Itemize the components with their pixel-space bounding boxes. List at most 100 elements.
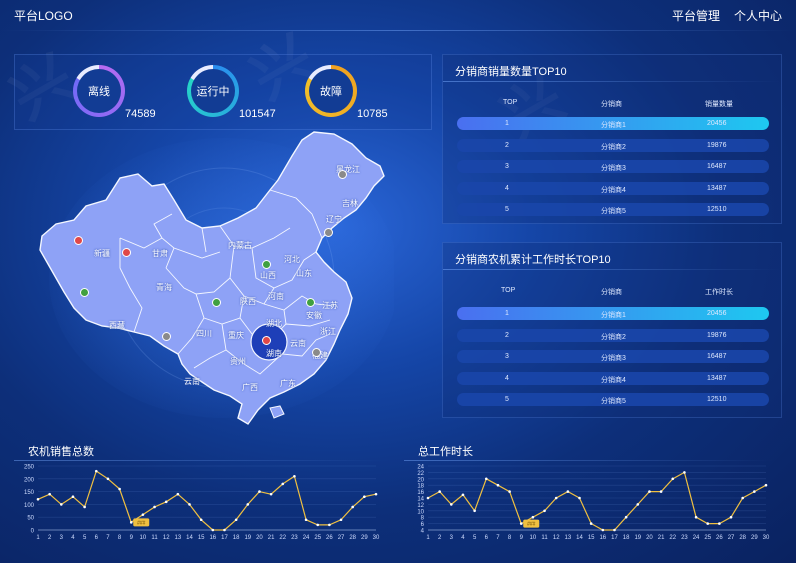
x-tick-label: 14 (576, 535, 583, 541)
gauge-running-value: 101547 (239, 108, 276, 120)
table-row[interactable]: 3 分销商3 16487 (457, 160, 769, 173)
data-point (566, 490, 570, 493)
data-point (118, 487, 121, 491)
x-tick-label: 3 (450, 535, 454, 541)
hainan-island (269, 405, 285, 419)
row-distributor: 分销商3 (601, 165, 626, 172)
data-point (648, 490, 651, 493)
row-value: 19876 (707, 141, 727, 149)
device-marker-icon[interactable] (262, 336, 271, 345)
x-tick-label: 20 (646, 535, 653, 541)
x-tick-label: 15 (588, 535, 595, 541)
x-tick-label: 19 (244, 535, 251, 541)
nav-platform-management[interactable]: 平台管理 (671, 9, 720, 23)
device-marker-icon[interactable] (324, 228, 333, 237)
table-row[interactable]: 5 分销商5 12510 (457, 203, 769, 216)
gauge-fault-label: 故障 (309, 69, 353, 113)
x-tick-label: 1 (426, 535, 430, 541)
data-point (36, 497, 40, 501)
y-tick-label: 12 (417, 503, 424, 509)
table-row[interactable]: 2 分销商2 19876 (457, 138, 769, 152)
data-point (199, 518, 203, 522)
series-line (427, 471, 767, 531)
y-tick-label: 150 (24, 490, 35, 496)
data-point (741, 496, 744, 500)
table-row[interactable]: 4 分销商4 13487 (457, 371, 769, 385)
device-marker-icon[interactable] (122, 248, 131, 257)
device-marker-icon[interactable] (262, 260, 271, 269)
x-tick-label: 5 (83, 535, 87, 541)
table-row[interactable]: 2 分销商2 19876 (457, 328, 769, 342)
device-marker-icon[interactable] (312, 348, 321, 357)
x-tick-label: 25 (314, 535, 321, 541)
x-tick-label: 2 (438, 535, 442, 541)
nav-personal-center[interactable]: 个人中心 (733, 9, 782, 23)
table-row[interactable]: 1 分销商1 20456 (457, 307, 769, 320)
table-row[interactable]: 4 分销商4 13487 (457, 181, 769, 195)
province-label: 云南 (184, 377, 200, 386)
row-rank: 1 (505, 120, 509, 127)
x-tick-label: 28 (349, 535, 356, 541)
province-label: 黑龙江 (336, 165, 360, 174)
x-tick-label: 26 (716, 535, 723, 541)
data-point (141, 513, 145, 516)
x-tick-label: 8 (508, 535, 512, 541)
x-tick-label: 24 (693, 535, 700, 541)
data-point (426, 496, 430, 500)
data-point (234, 518, 238, 522)
data-point (624, 515, 628, 519)
x-tick-label: 21 (658, 535, 665, 541)
y-tick-label: 24 (417, 465, 424, 471)
device-marker-icon[interactable] (74, 236, 83, 245)
data-point (246, 503, 250, 506)
y-tick-label: 4 (421, 529, 425, 535)
device-marker-icon[interactable] (212, 298, 221, 307)
table-row[interactable]: 5 分销商5 12510 (457, 393, 769, 406)
platform-logo: 平台LOGO (14, 9, 73, 23)
province-label: 内蒙古 (228, 241, 252, 250)
data-point (694, 515, 698, 519)
province-label: 安徽 (306, 311, 322, 320)
device-marker-icon[interactable] (162, 332, 171, 341)
province-label: 四川 (196, 329, 212, 338)
row-distributor: 分销商1 (601, 312, 626, 319)
data-point (554, 496, 558, 500)
gauge-running: 运行中 (187, 65, 239, 117)
row-value: 20456 (707, 310, 727, 317)
x-tick-label: 27 (338, 535, 345, 541)
data-point (211, 528, 215, 532)
gauge-fault-value: 10785 (357, 108, 388, 120)
province-label: 吉林 (342, 199, 358, 208)
x-tick-label: 6 (95, 535, 99, 541)
province-label: 江苏 (322, 301, 338, 310)
province-label: 辽宁 (326, 215, 342, 224)
table-row[interactable]: 1 分销商1 20456 (457, 117, 769, 130)
x-tick-label: 23 (681, 535, 688, 541)
data-point (129, 521, 133, 524)
device-marker-icon[interactable] (338, 170, 347, 179)
data-point (164, 500, 168, 504)
device-marker-icon[interactable] (80, 288, 89, 297)
y-tick-label: 8 (421, 516, 425, 522)
data-point (188, 503, 191, 506)
data-point (316, 523, 320, 527)
china-outline (39, 131, 385, 425)
y-tick-label: 22 (417, 471, 424, 477)
table-row[interactable]: 3 分销商3 16487 (457, 350, 769, 363)
y-tick-label: 16 (417, 490, 424, 496)
row-rank: 3 (505, 353, 509, 360)
province-label: 福建 (312, 351, 328, 360)
data-point (729, 515, 733, 519)
x-tick-label: 4 (71, 535, 75, 541)
province-label: 浙江 (320, 327, 336, 336)
data-point (339, 518, 343, 522)
device-marker-icon[interactable] (306, 298, 315, 307)
y-tick-label: 250 (24, 465, 35, 471)
data-point (94, 469, 98, 473)
x-tick-label: 2 (48, 535, 52, 541)
data-point (543, 509, 546, 513)
row-distributor: 分销商4 (601, 186, 626, 194)
data-point (328, 523, 331, 527)
data-point (659, 490, 663, 493)
